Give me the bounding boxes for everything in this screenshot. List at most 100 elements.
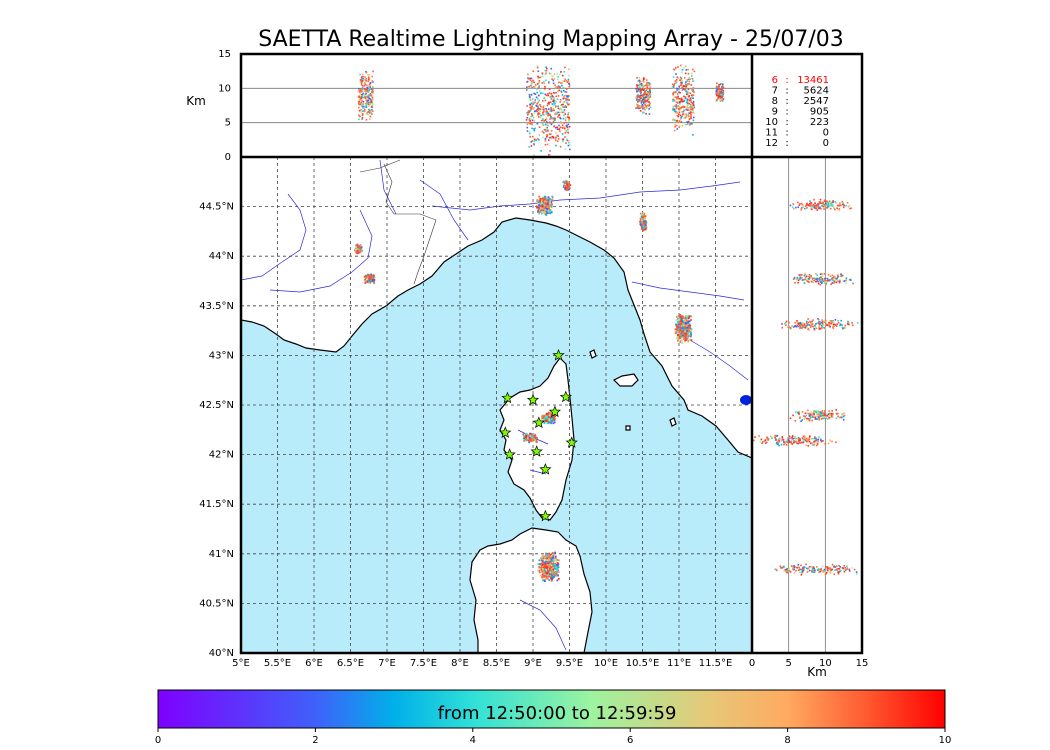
altitude-point [687, 91, 689, 93]
right-point [835, 281, 837, 284]
altitude-point [640, 89, 642, 91]
altitude-point [558, 88, 561, 91]
altitude-point [567, 78, 570, 81]
altitude-point [367, 96, 370, 98]
map-point [555, 574, 557, 577]
map-point [540, 209, 543, 212]
altitude-point [544, 93, 547, 96]
map-point [535, 436, 538, 439]
altitude-point [569, 84, 571, 86]
right-point [805, 275, 808, 277]
altitude-point [534, 84, 537, 86]
altitude-point [542, 124, 545, 126]
map-point [548, 412, 550, 415]
altitude-point [546, 110, 548, 113]
right-point [830, 283, 832, 286]
map-point [547, 203, 549, 206]
right-point [812, 325, 815, 328]
altitude-point [646, 79, 648, 81]
altitude-point [365, 99, 368, 101]
station-count-background [752, 54, 862, 157]
map-point [690, 319, 692, 321]
map-point [676, 326, 678, 329]
map-point [550, 420, 553, 423]
right-point [841, 567, 844, 569]
station-count-value: 905 [810, 107, 829, 118]
altitude-point [636, 103, 638, 106]
altitude-point [648, 97, 650, 100]
altitude-point [530, 115, 532, 118]
right-point [824, 413, 827, 416]
altitude-point [678, 111, 681, 114]
map-point [681, 315, 684, 318]
altitude-point [369, 93, 372, 95]
map-point [545, 412, 548, 415]
map-point [642, 225, 645, 228]
right-point [782, 439, 785, 441]
map-point [372, 276, 374, 279]
altitude-point [673, 84, 675, 86]
altitude-point [722, 83, 724, 86]
right-point [791, 566, 794, 569]
altitude-point [565, 121, 567, 124]
altitude-point [675, 78, 678, 81]
altitude-point [683, 117, 685, 119]
altitude-point [540, 105, 542, 108]
map-point [542, 554, 544, 557]
map-point [678, 331, 681, 334]
altitude-point [636, 99, 638, 101]
right-point [818, 436, 820, 438]
map-point [676, 328, 679, 331]
altitude-point [566, 95, 568, 97]
altitude-point [553, 97, 555, 99]
right-point [781, 323, 783, 325]
altitude-point [691, 78, 694, 80]
altitude-axis-label: Km [186, 94, 206, 108]
right-point [846, 202, 849, 204]
altitude-point [530, 145, 533, 147]
right-point [785, 568, 788, 571]
right-point [809, 320, 811, 323]
right-point [783, 569, 786, 572]
altitude-point [643, 98, 646, 101]
map-point [687, 340, 690, 343]
right-point [824, 321, 826, 323]
altitude-point [680, 116, 682, 119]
map-point [546, 206, 549, 208]
altitude-point [529, 121, 531, 124]
altitude-point [685, 81, 687, 83]
altitude-point [688, 76, 691, 79]
map-point [682, 316, 685, 319]
altitude-point [360, 82, 363, 85]
map-point [368, 278, 371, 281]
map-point [550, 571, 553, 573]
altitude-point [537, 75, 539, 78]
latitude-tick-label: 43°N [209, 350, 234, 361]
right-point [789, 417, 792, 420]
altitude-point [638, 81, 641, 83]
right-point [784, 442, 786, 444]
altitude-point [360, 77, 363, 79]
altitude-point [685, 69, 688, 71]
altitude-point [648, 104, 651, 106]
altitude-point [552, 121, 555, 123]
altitude-point [371, 106, 373, 109]
map-point [550, 569, 553, 571]
map-point [535, 205, 538, 208]
altitude-point [678, 120, 681, 122]
altitude-point [556, 126, 558, 129]
altitude-point [679, 76, 682, 79]
right-tick-label: 5 [785, 658, 791, 669]
altitude-point [365, 113, 368, 115]
right-point [840, 273, 842, 275]
altitude-point [636, 96, 639, 98]
right-point [824, 201, 827, 203]
longitude-tick-label: 6°E [305, 658, 323, 669]
latitude-tick-label: 42.5°N [199, 400, 234, 411]
longitude-tick-label: 5°E [232, 658, 250, 669]
right-point [834, 277, 837, 280]
altitude-point [537, 105, 540, 108]
altitude-point [542, 92, 544, 95]
altitude-point [542, 106, 545, 108]
map-point [689, 332, 692, 334]
